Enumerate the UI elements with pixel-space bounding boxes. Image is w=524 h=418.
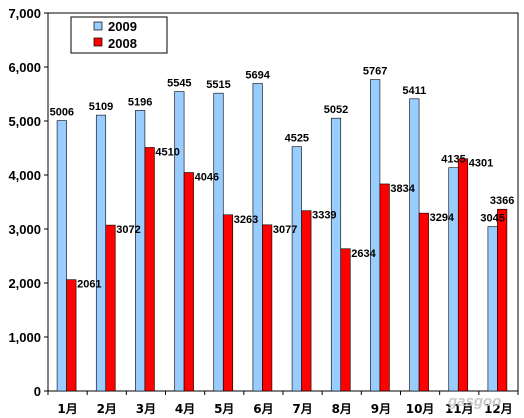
bar-2008-8 (340, 248, 351, 392)
bar-2008-6 (262, 224, 273, 392)
bar-2008-10 (418, 212, 429, 392)
bar-2009-3 (135, 110, 146, 392)
bar-2008-7 (301, 210, 312, 392)
y-tick-label: 2,000 (8, 276, 41, 291)
data-label-2008-4: 4046 (195, 172, 219, 184)
data-label-2008-2: 3072 (116, 224, 140, 236)
bar-2009-11 (448, 167, 459, 392)
bar-2009-2 (95, 114, 107, 392)
x-tick-label: 1月 (57, 402, 77, 416)
x-tick-label: 3月 (136, 402, 156, 416)
bar-2008-11 (457, 158, 469, 392)
bar-2008-9 (379, 183, 390, 392)
bars (56, 79, 508, 392)
data-label-2008-12: 3366 (490, 195, 514, 207)
y-axis: 0 1,000 2,000 3,000 4,000 5,000 6,000 7,000 (8, 6, 48, 399)
data-label-2009-6: 5694 (245, 70, 270, 82)
y-tick-label: 5,000 (8, 114, 41, 129)
y-tick-label: 6,000 (8, 60, 41, 75)
bar-2009-10 (409, 98, 420, 392)
y-tick-label: 7,000 (8, 6, 41, 21)
bar-2008-12 (497, 208, 508, 392)
data-label-2008-3: 4510 (155, 146, 179, 158)
bar-2009-12 (487, 226, 498, 392)
bar-2008-3 (144, 147, 155, 392)
data-label-2009-11: 4135 (441, 154, 465, 166)
data-label-2009-10: 5411 (402, 85, 426, 97)
bar-2009-8 (330, 117, 342, 392)
bar-2009-9 (370, 79, 381, 392)
x-tick-label: 9月 (371, 402, 391, 416)
watermark: gasgoo (447, 393, 501, 410)
plot-area (47, 12, 519, 392)
data-label-2009-1: 5006 (50, 107, 74, 119)
data-label-2009-5: 5515 (206, 79, 230, 91)
data-label-2009-7: 4525 (285, 133, 309, 145)
data-label-2009-2: 5109 (89, 101, 113, 113)
data-label-2009-9: 5767 (363, 66, 387, 78)
x-tick-label: 8月 (332, 402, 352, 416)
data-label-2008-6: 3077 (273, 224, 297, 236)
data-label-2008-8: 2634 (351, 248, 376, 260)
legend: 2009 2008 (70, 16, 168, 54)
bar-2009-5 (213, 92, 224, 392)
data-label-2009-3: 5196 (128, 96, 152, 108)
data-label-2009-8: 5052 (324, 104, 348, 116)
data-label-2008-1: 2061 (77, 279, 101, 291)
data-label-2008-10: 3294 (430, 212, 455, 224)
bar-2009-6 (252, 83, 263, 392)
y-tick-label: 1,000 (8, 330, 41, 345)
legend-label-2008: 2008 (108, 36, 137, 51)
y-tick-label: 4,000 (8, 168, 41, 183)
data-label-2008-7: 3339 (312, 210, 336, 222)
y-tick-label: 3,000 (8, 222, 41, 237)
bar-2008-1 (66, 279, 77, 392)
x-tick-label: 11月 (445, 402, 474, 416)
data-label-2009-4: 5545 (167, 78, 191, 90)
bar-2008-4 (183, 172, 194, 392)
x-axis: 1月 2月 3月 4月 5月 6月 7月 8月 9月 10月 11月 12月 (47, 391, 519, 416)
bar-2008-5 (222, 214, 234, 392)
bar-2009-7 (291, 146, 302, 392)
x-tick-label: 7月 (292, 402, 312, 416)
bar-2008-2 (105, 224, 116, 392)
x-tick-label: 2月 (97, 402, 117, 416)
legend-swatch-2008 (93, 37, 103, 47)
y-tick-label: 0 (34, 384, 41, 399)
legend-label-2009: 2009 (108, 19, 137, 34)
data-label-2008-11: 4301 (469, 158, 493, 170)
x-tick-label: 5月 (214, 402, 234, 416)
x-tick-label: 6月 (253, 402, 273, 416)
data-labels: 5006 2061 5109 3072 5196 4510 5545 4046 5515 3263… (50, 66, 515, 291)
x-tick-label: 10月 (406, 402, 435, 416)
bar-2009-1 (56, 120, 67, 392)
bar-2009-4 (174, 91, 185, 392)
legend-box (70, 16, 168, 54)
data-label-2009-12: 3045 (480, 213, 504, 225)
legend-swatch-2009 (93, 21, 103, 31)
data-label-2008-5: 3263 (234, 214, 258, 226)
x-tick-label: 4月 (175, 402, 195, 416)
data-label-2008-9: 3834 (390, 183, 415, 195)
x-tick-label: 12月 (484, 402, 513, 416)
